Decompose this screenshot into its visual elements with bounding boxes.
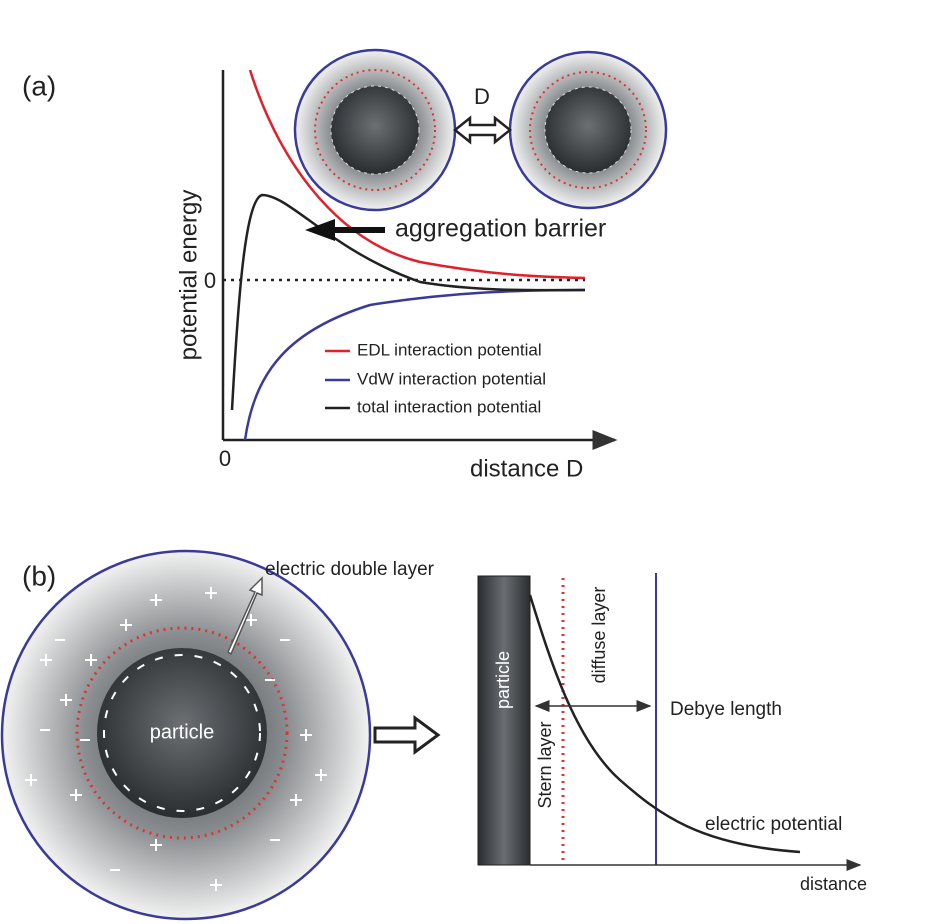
- layer-label: electric double layer: [265, 559, 435, 580]
- debye-label: Debye length: [670, 699, 782, 720]
- potential-label: electric potential: [705, 814, 842, 835]
- legend: [325, 351, 350, 408]
- x-axis-label: distance D: [470, 455, 583, 482]
- panel-label: (b): [22, 560, 56, 591]
- particle-bar-label: particle: [493, 651, 513, 709]
- transition-arrow: [375, 718, 438, 752]
- stern-label: Stern layer: [535, 721, 555, 808]
- x-zero-label: 0: [219, 446, 231, 471]
- separation-label: D: [474, 84, 490, 109]
- legend-entry: total interaction potential: [357, 397, 541, 416]
- legend-entry: EDL interaction potential: [357, 340, 542, 359]
- x-axis-label: distance: [800, 874, 867, 894]
- panel-label: (a): [22, 70, 56, 101]
- particle-pair: [295, 50, 666, 210]
- diffuse-label: diffuse layer: [589, 587, 609, 684]
- particle-label: particle: [150, 721, 214, 743]
- barrier-label: aggregation barrier: [395, 215, 606, 243]
- figure: (a) D aggregation barrier potential ener…: [0, 0, 926, 924]
- y-zero-label: 0: [204, 268, 216, 293]
- y-axis-label: potential energy: [175, 190, 202, 361]
- legend-entry: VdW interaction potential: [357, 369, 546, 388]
